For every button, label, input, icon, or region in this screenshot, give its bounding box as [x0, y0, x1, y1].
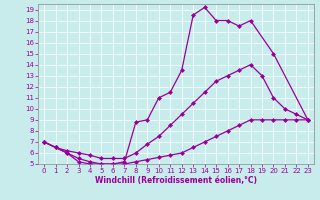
- X-axis label: Windchill (Refroidissement éolien,°C): Windchill (Refroidissement éolien,°C): [95, 176, 257, 185]
